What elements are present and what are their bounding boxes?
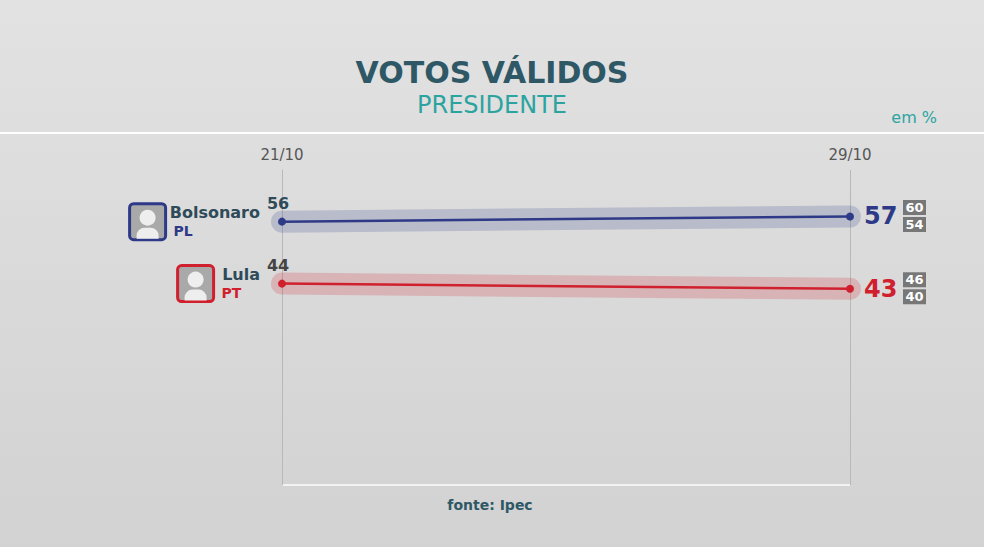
svg-text:VOTOS VÁLIDOS: VOTOS VÁLIDOS <box>356 55 629 90</box>
svg-text:PRESIDENTE: PRESIDENTE <box>417 91 567 119</box>
svg-text:Bolsonaro: Bolsonaro <box>170 203 260 222</box>
svg-text:PT: PT <box>222 285 242 301</box>
svg-text:40: 40 <box>905 289 923 304</box>
svg-text:56: 56 <box>267 194 289 213</box>
svg-text:21/10: 21/10 <box>260 146 303 164</box>
svg-text:PL: PL <box>174 223 193 239</box>
svg-text:46: 46 <box>905 272 923 287</box>
svg-text:44: 44 <box>267 256 289 275</box>
svg-text:Lula: Lula <box>222 265 260 284</box>
svg-text:fonte: Ipec: fonte: Ipec <box>447 497 532 513</box>
svg-text:43: 43 <box>864 275 897 303</box>
svg-text:em %: em % <box>891 108 937 127</box>
svg-text:54: 54 <box>905 217 923 232</box>
svg-text:57: 57 <box>864 202 897 230</box>
svg-text:60: 60 <box>905 200 923 215</box>
svg-text:29/10: 29/10 <box>828 146 871 164</box>
